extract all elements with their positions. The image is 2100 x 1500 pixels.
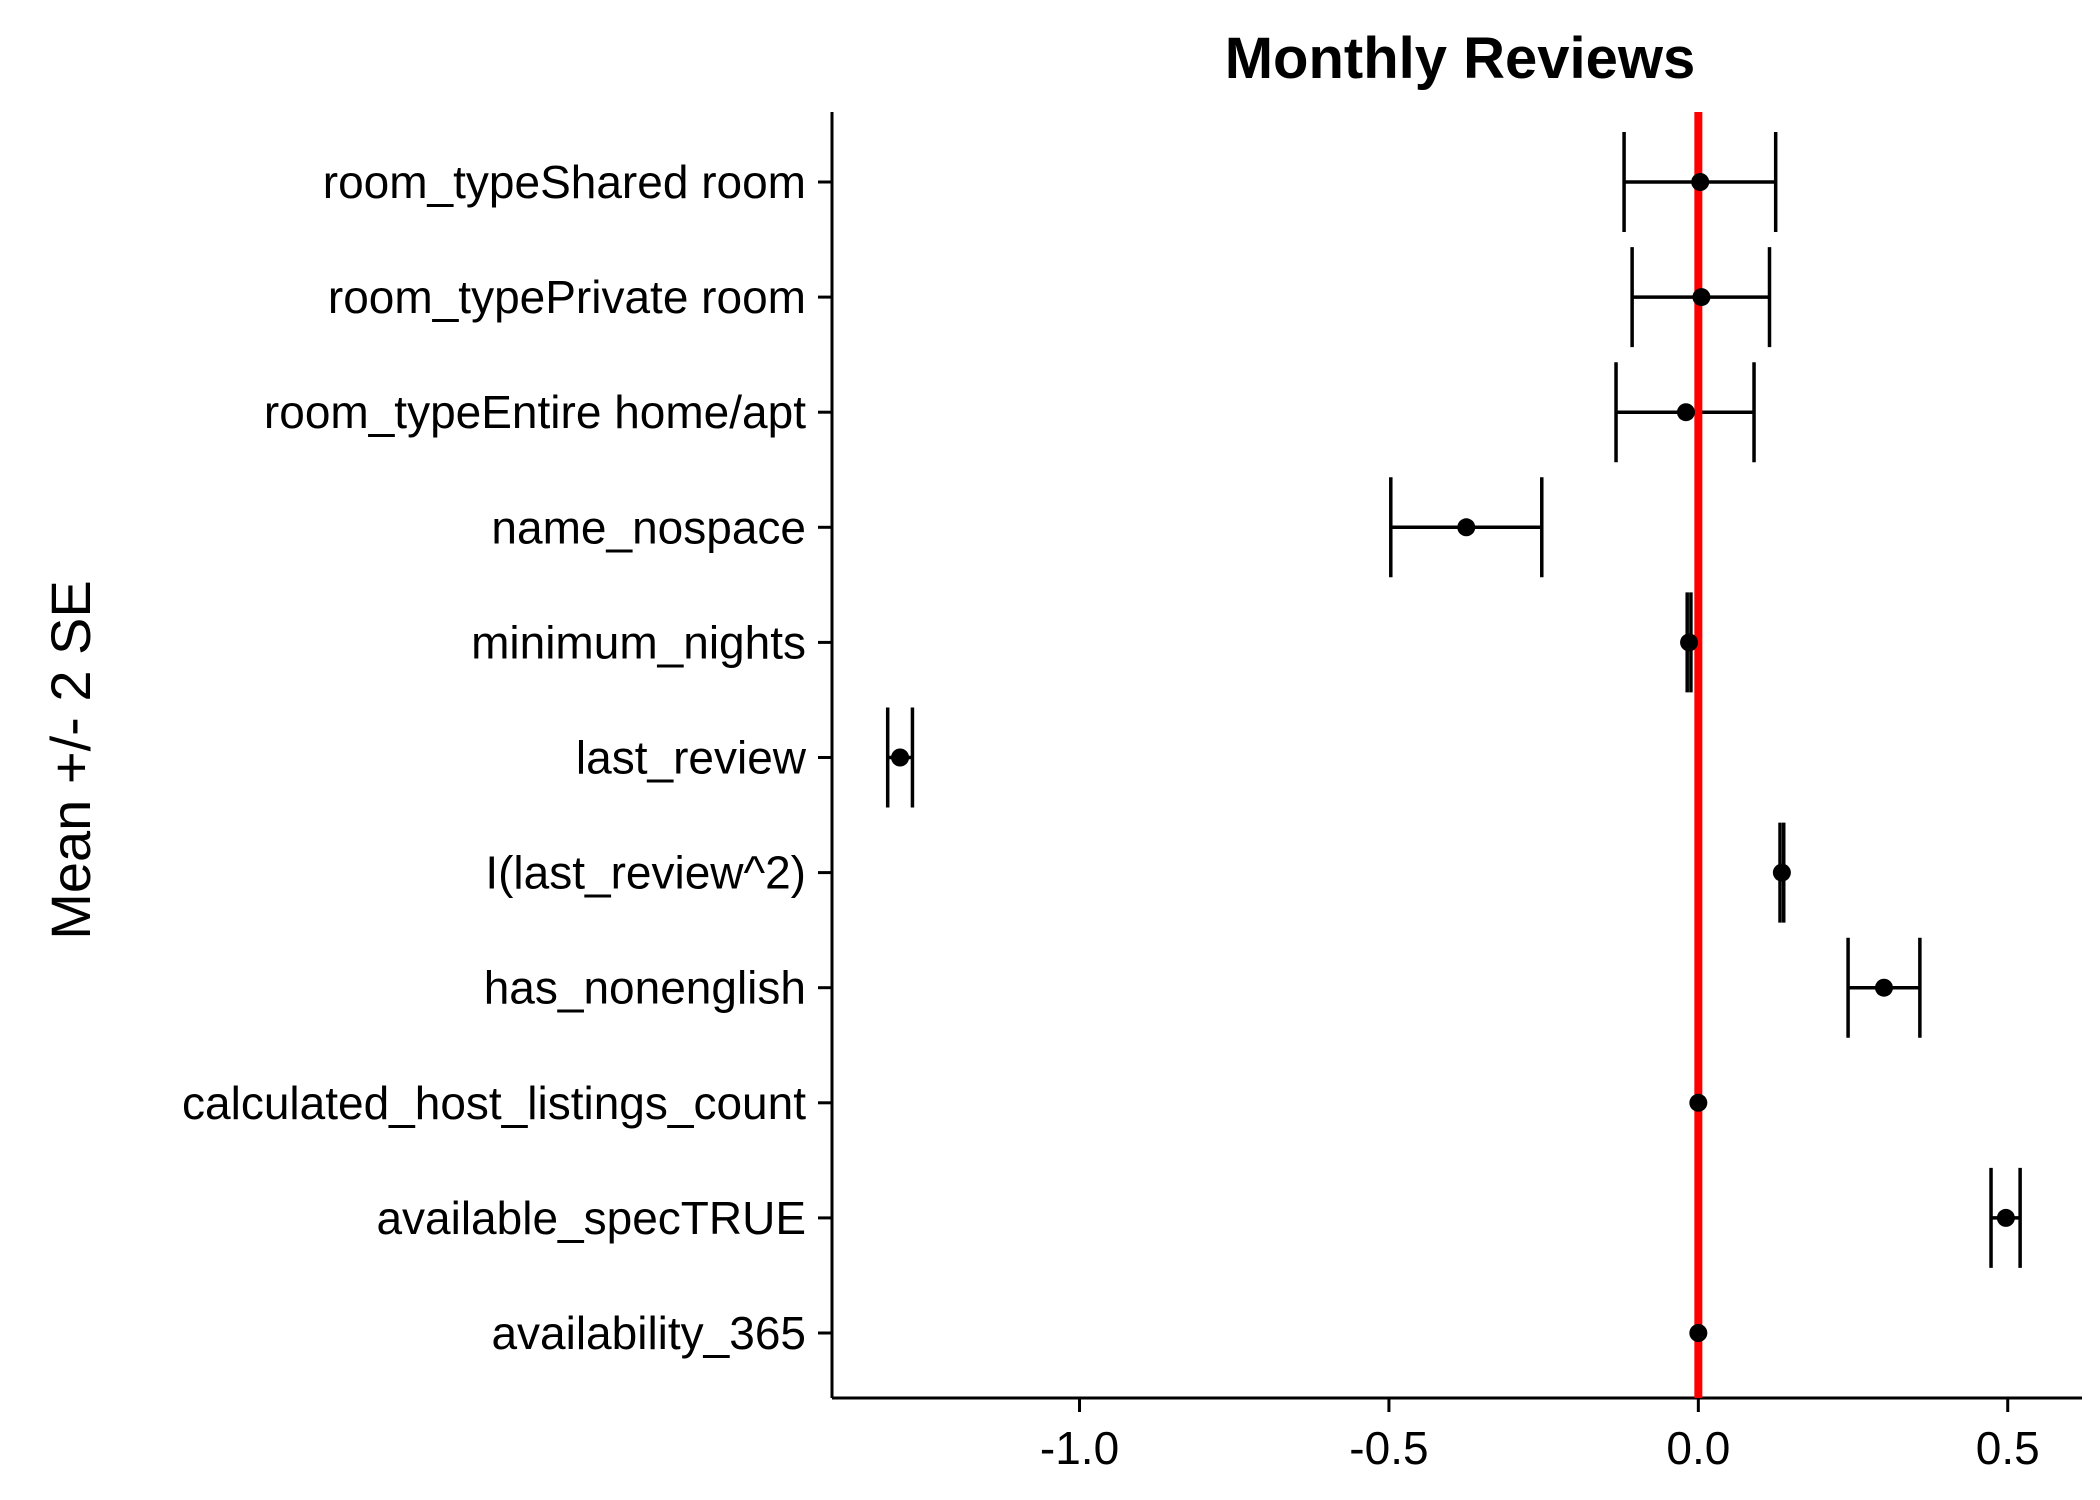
x-tick-label: 0.0 — [1666, 1422, 1730, 1474]
mean-point — [1689, 1093, 1708, 1112]
plot-area: -1.0 -0.5 0.0 0.5 room_typeShared room room_t… — [182, 112, 2082, 1474]
y-tick-label: room_typePrivate room — [328, 271, 806, 323]
y-tick-label: name_nospace — [491, 501, 806, 553]
y-tick-label: availability_365 — [491, 1307, 806, 1359]
y-tick-label: has_nonenglish — [484, 962, 806, 1014]
mean-point — [1874, 978, 1893, 997]
mean-point — [1689, 1324, 1708, 1342]
mean-point — [1457, 518, 1476, 537]
y-tick-label: calculated_host_listings_count — [182, 1077, 806, 1129]
mean-point — [1676, 403, 1695, 422]
y-tick-label: room_typeShared room — [323, 156, 806, 208]
mean-point — [1772, 863, 1791, 882]
x-tick-label: -1.0 — [1040, 1422, 1119, 1474]
mean-point — [1996, 1208, 2015, 1227]
x-tick-label: 0.5 — [1976, 1422, 2040, 1474]
x-tick-label: -0.5 — [1349, 1422, 1428, 1474]
mean-point — [1692, 288, 1711, 307]
chart-title: Monthly Reviews — [1225, 26, 1696, 91]
y-tick-label: available_specTRUE — [376, 1192, 806, 1244]
mean-point — [1691, 173, 1710, 191]
mean-point — [1680, 633, 1699, 652]
y-tick-label: I(last_review^2) — [485, 847, 806, 899]
y-tick-label: room_typeEntire home/apt — [264, 386, 806, 438]
y-tick-label: last_review — [576, 732, 807, 784]
y-tick-label: minimum_nights — [471, 616, 806, 668]
y-axis-label: Mean +/- 2 SE — [39, 580, 102, 940]
mean-point — [891, 748, 910, 767]
